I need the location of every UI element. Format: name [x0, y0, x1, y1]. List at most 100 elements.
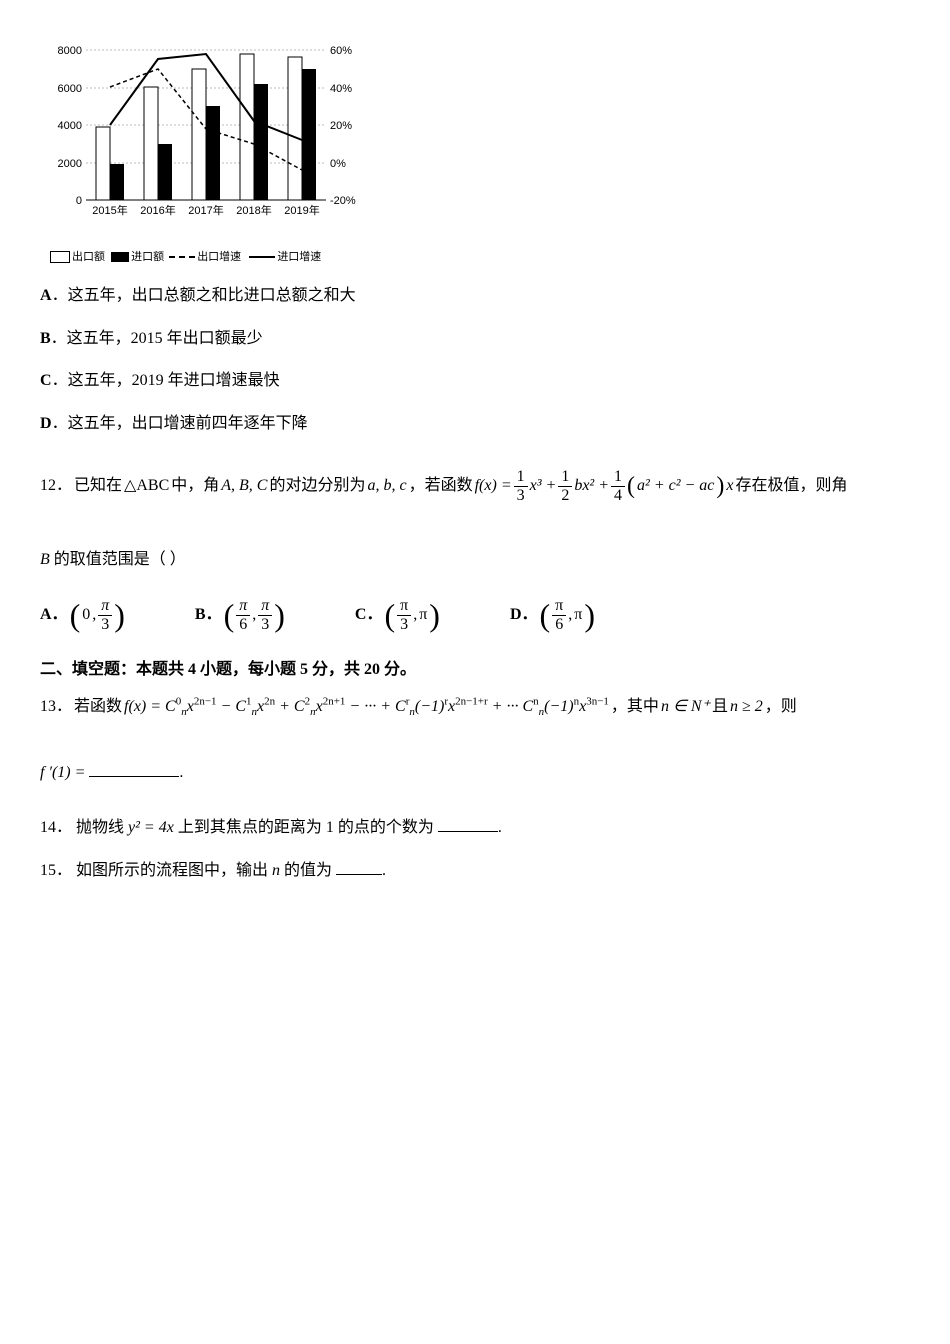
q12-angles: A, B, C	[221, 464, 267, 509]
q11-option-A: A．这五年，出口总额之和比进口总额之和大	[40, 282, 910, 311]
interval-a: π6	[236, 598, 250, 633]
sep: ,	[568, 593, 572, 638]
x-cat-2016: 2016年	[140, 203, 175, 217]
q12-term3-tail: x	[726, 464, 733, 509]
q14-tail: 的点的个数为	[338, 819, 434, 836]
q13-cond1: n ∈ N⁺	[661, 685, 710, 730]
q12-text: 已知在	[74, 464, 122, 509]
legend-swatch-export-line	[169, 256, 195, 258]
legend-swatch-import-line	[249, 256, 275, 258]
q12-paren-content: a² + c² − ac	[637, 464, 714, 509]
question-12: 12． 已知在 △ABC 中，角 A, B, C 的对边分别为 a, b, c …	[40, 453, 910, 638]
y-left-tick-0: 0	[76, 195, 82, 207]
y-right-tick-60: 60%	[330, 45, 352, 57]
q14-one: 1	[326, 819, 334, 836]
section-2-heading: 二、填空题：本题共 4 小题，每小题 5 分，共 20 分。	[40, 656, 910, 685]
interval-b: π	[574, 593, 582, 638]
y-left-tick-6000: 6000	[58, 83, 82, 95]
lparen: (	[627, 453, 635, 520]
q13-period: .	[179, 764, 183, 781]
q14-period: .	[498, 819, 502, 836]
q13-prefix: 若函数	[74, 685, 122, 730]
sep: ,	[252, 593, 256, 638]
interval-b: π3	[258, 598, 272, 633]
q13-tail: ，则	[765, 685, 797, 730]
y-left-tick-8000: 8000	[58, 45, 82, 57]
q13-number: 13．	[40, 685, 72, 730]
legend-label-import: 进口额	[131, 251, 164, 263]
q12-text-after: 存在极值，则角	[736, 464, 848, 509]
option-text: ．这五年，2019 年进口增速最快	[52, 372, 280, 389]
q12-frac1: 13	[514, 469, 528, 504]
q12-frac2: 12	[558, 469, 572, 504]
question-14: 14． 抛物线 y² = 4x 上到其焦点的距离为 1 的点的个数为 .	[40, 814, 910, 843]
option-text: ．这五年，出口总额之和比进口总额之和大	[52, 287, 356, 304]
y-right-tick-20: 20%	[330, 120, 352, 132]
q13-cond2: n ≥ 2	[730, 685, 763, 730]
option-letter: C．	[355, 593, 383, 638]
q15-number: 15．	[40, 862, 72, 879]
option-letter: B．	[195, 593, 222, 638]
q12-option-B: B． ( π6 , π3 )	[195, 593, 285, 638]
q15-blank	[336, 858, 382, 875]
interval-a: π3	[397, 598, 411, 633]
q14-mid: 上到其焦点的距离为	[178, 819, 326, 836]
x-cat-2018: 2018年	[236, 203, 271, 217]
q15-var: n	[272, 862, 280, 879]
interval-a: 0	[82, 593, 90, 638]
q12-var-B: B	[40, 551, 50, 568]
interval-a: π6	[552, 598, 566, 633]
q11-option-B: B．这五年，2015 年出口额最少	[40, 325, 910, 354]
chart-legend: 出口额 进口额 出口增速 进口增速	[50, 248, 910, 268]
q12-term1-tail: x³ +	[530, 464, 557, 509]
q11-option-C: C．这五年，2019 年进口增速最快	[40, 367, 910, 396]
chart-svg: 0 2000 4000 6000 8000 -20% 0% 20% 40% 60…	[46, 40, 366, 240]
legend-swatch-export-bar	[50, 251, 70, 263]
q12-text: 中，角	[171, 464, 219, 509]
q15-prefix: 如图所示的流程图中，输出	[76, 862, 272, 879]
option-letter: D	[40, 415, 52, 432]
q11-option-D: D．这五年，出口增速前四年逐年下降	[40, 410, 910, 439]
legend-label-export-line: 出口增速	[197, 251, 241, 263]
q12-sides: a, b, c	[367, 464, 406, 509]
q14-prefix: 抛物线	[76, 819, 128, 836]
y-left-tick-2000: 2000	[58, 158, 82, 170]
option-letter: A	[40, 287, 52, 304]
q13-blank	[89, 760, 179, 777]
x-cat-2017: 2017年	[188, 203, 223, 217]
q15-tail: 的值为	[284, 862, 332, 879]
q12-options-row: A． ( 0 , π3 ) B． ( π6 , π3 ) C． ( π3 , π…	[40, 593, 910, 638]
option-letter: D．	[510, 593, 538, 638]
q13-and: 且	[712, 685, 728, 730]
q12-frac3: 14	[611, 469, 625, 504]
legend-label-export: 出口额	[72, 251, 105, 263]
q12-option-A: A． ( 0 , π3 )	[40, 593, 125, 638]
y-left-tick-4000: 4000	[58, 120, 82, 132]
q12-text: 的对边分别为	[269, 464, 365, 509]
q13-lhs: f ′(1) =	[40, 764, 85, 781]
q12-option-C: C． ( π3 , π )	[355, 593, 440, 638]
interval-b: π3	[98, 598, 112, 633]
legend-label-import-line: 进口增速	[277, 251, 321, 263]
option-text: ．这五年，2015 年出口额最少	[51, 330, 263, 347]
q12-option-D: D． ( π6 , π )	[510, 593, 595, 638]
q14-eq: y² = 4x	[128, 819, 174, 836]
interval-b: π	[419, 593, 427, 638]
option-letter: C	[40, 372, 52, 389]
q14-blank	[438, 815, 498, 832]
q13-mid: ，其中	[611, 685, 659, 730]
q13-expr: f(x) = C0nx2n−1 − C1nx2n + C2nx2n+1 − ··…	[124, 685, 609, 730]
y-right-tick-m20: -20%	[330, 195, 356, 207]
x-cat-2019: 2019年	[284, 203, 319, 217]
option-letter: B	[40, 330, 51, 347]
x-cat-2015: 2015年	[92, 203, 127, 217]
question-13: 13． 若函数 f(x) = C0nx2n−1 − C1nx2n + C2nx2…	[40, 685, 910, 797]
option-letter: A．	[40, 593, 68, 638]
q14-number: 14．	[40, 819, 72, 836]
y-right-tick-0: 0%	[330, 158, 346, 170]
q12-tail: 的取值范围是（ ）	[54, 551, 186, 568]
q12-triangle: △ABC	[124, 464, 169, 509]
q15-period: .	[382, 862, 386, 879]
q12-func-lhs: f(x) =	[475, 464, 512, 509]
question-15: 15． 如图所示的流程图中，输出 n 的值为 .	[40, 857, 910, 886]
